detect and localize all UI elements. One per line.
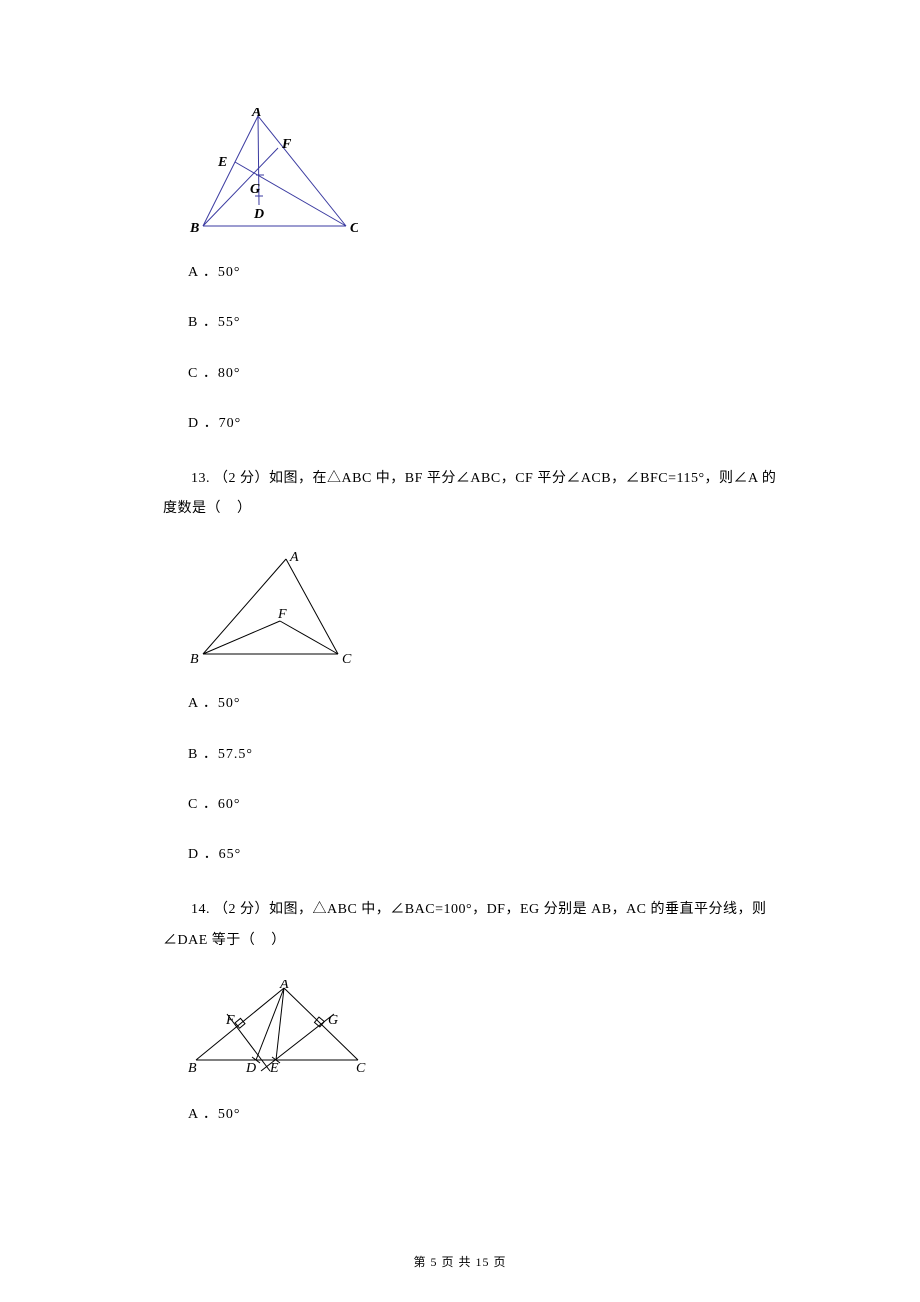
svg-text:B: B	[189, 221, 199, 236]
footer-total: 15	[476, 1255, 490, 1269]
q13-text: 13. （2 分）如图，在△ABC 中，BF 平分∠ABC，CF 平分∠ACB，…	[163, 464, 780, 526]
question-points: （2 分）	[214, 471, 269, 486]
q14-figure: A B C D E F G	[188, 980, 780, 1080]
svg-text:B: B	[188, 1061, 197, 1076]
svg-text:C: C	[350, 221, 358, 236]
question-number: 14	[191, 902, 206, 917]
svg-text:A: A	[279, 980, 289, 992]
svg-text:E: E	[269, 1061, 279, 1076]
q13-option-c: C ．60°	[188, 794, 780, 816]
option-value: 70°	[219, 416, 242, 431]
q12-option-a: A ．50°	[188, 262, 780, 284]
svg-text:A: A	[251, 108, 261, 120]
option-value: 57.5°	[218, 747, 253, 762]
svg-text:C: C	[342, 652, 352, 667]
triangle-diagram-q14: A B C D E F G	[188, 980, 373, 1080]
footer-current: 5	[430, 1255, 437, 1269]
svg-text:C: C	[356, 1061, 366, 1076]
q13-option-d: D ．65°	[188, 844, 780, 866]
q13-option-b: B ．57.5°	[188, 744, 780, 766]
svg-text:G: G	[328, 1013, 338, 1028]
svg-text:D: D	[253, 207, 264, 222]
q13-figure: A B C F	[188, 549, 780, 669]
q12-option-d: D ．70°	[188, 413, 780, 435]
question-points: （2 分）	[214, 902, 269, 917]
q12-option-b: B ．55°	[188, 312, 780, 334]
svg-text:B: B	[190, 652, 199, 667]
question-number: 13	[191, 471, 206, 486]
triangle-diagram-q13: A B C F	[188, 549, 358, 669]
q14-text: 14. （2 分）如图，△ABC 中，∠BAC=100°，DF，EG 分别是 A…	[163, 895, 780, 957]
q12-option-c: C ．80°	[188, 363, 780, 385]
svg-text:F: F	[277, 607, 287, 622]
option-value: 65°	[219, 847, 242, 862]
triangle-diagram-q12: A B C D E F G	[188, 108, 358, 238]
page-container: A B C D E F G A ．50° B ．55° C ．80° D ．70…	[0, 0, 920, 1302]
question-close: ）	[237, 501, 252, 516]
question-close: ）	[271, 933, 286, 948]
footer-middle: 页 共	[441, 1255, 471, 1269]
svg-text:F: F	[281, 137, 292, 152]
svg-text:F: F	[225, 1013, 235, 1028]
option-value: 60°	[218, 797, 241, 812]
footer-suffix: 页	[494, 1255, 507, 1269]
page-footer: 第 5 页 共 15 页	[0, 1253, 920, 1272]
svg-text:G: G	[250, 182, 260, 197]
footer-prefix: 第	[413, 1255, 426, 1269]
option-value: 50°	[218, 696, 241, 711]
q13-option-a: A ．50°	[188, 693, 780, 715]
svg-text:A: A	[289, 550, 299, 565]
svg-text:E: E	[217, 155, 227, 170]
option-value: 50°	[218, 265, 241, 280]
option-value: 80°	[218, 366, 241, 381]
q14-option-a: A ．50°	[188, 1104, 780, 1126]
option-value: 55°	[218, 315, 241, 330]
option-value: 50°	[218, 1107, 241, 1122]
svg-text:D: D	[245, 1061, 256, 1076]
q12-figure: A B C D E F G	[188, 108, 780, 238]
